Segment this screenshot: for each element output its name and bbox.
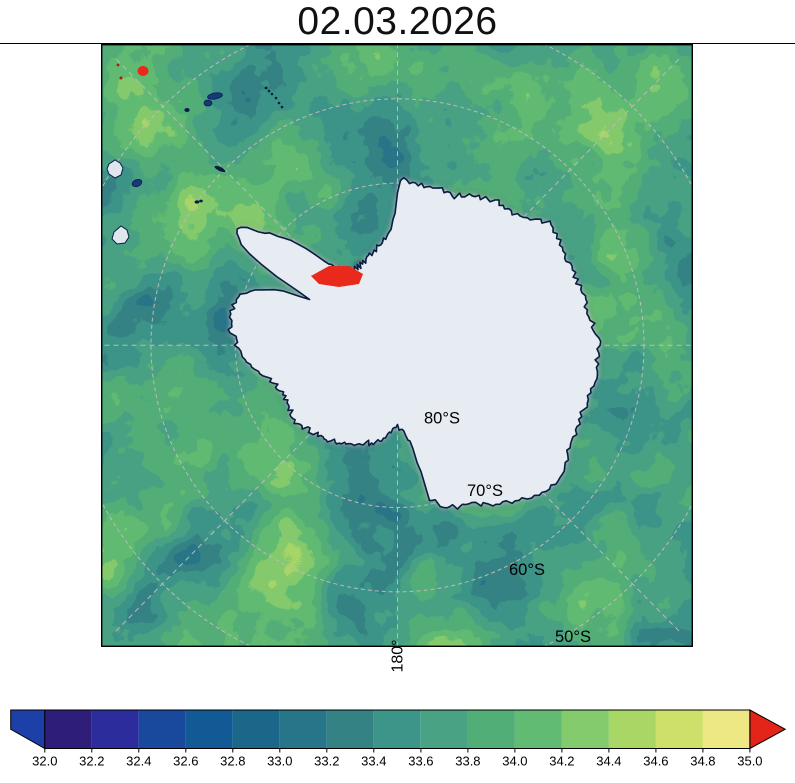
svg-text:80°S: 80°S — [424, 410, 460, 428]
svg-text:34.0: 34.0 — [502, 754, 527, 769]
svg-text:32.8: 32.8 — [220, 754, 245, 769]
svg-text:32.2: 32.2 — [79, 754, 104, 769]
svg-text:33.4: 33.4 — [361, 754, 386, 769]
svg-text:32.6: 32.6 — [173, 754, 198, 769]
svg-text:34.8: 34.8 — [690, 754, 715, 769]
svg-text:32.4: 32.4 — [126, 754, 151, 769]
svg-text:34.4: 34.4 — [596, 754, 621, 769]
svg-text:33.0: 33.0 — [267, 754, 292, 769]
svg-text:34.6: 34.6 — [643, 754, 668, 769]
svg-text:32.0: 32.0 — [32, 754, 57, 769]
svg-text:70°S: 70°S — [467, 482, 503, 500]
svg-text:33.8: 33.8 — [455, 754, 480, 769]
svg-text:33.2: 33.2 — [314, 754, 339, 769]
svg-text:34.2: 34.2 — [549, 754, 574, 769]
svg-text:50°S: 50°S — [555, 628, 591, 646]
svg-text:60°S: 60°S — [509, 561, 545, 579]
svg-text:33.6: 33.6 — [408, 754, 433, 769]
svg-text:35.0: 35.0 — [737, 754, 762, 769]
